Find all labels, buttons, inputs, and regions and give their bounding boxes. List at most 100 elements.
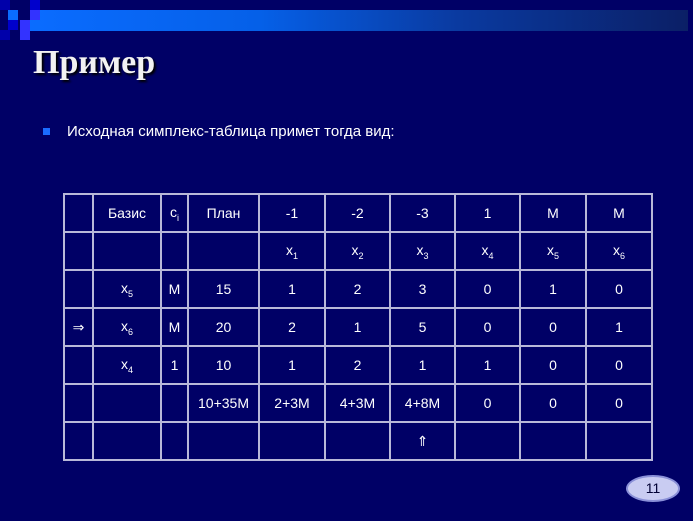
cell-text: 1 [418, 357, 427, 373]
table-cell [258, 421, 326, 461]
cell-text: 5 [418, 319, 427, 335]
table-cell: M [519, 193, 587, 233]
cell-text: M [168, 281, 181, 297]
table-cell: Базис [92, 193, 162, 233]
cell-text: x [351, 241, 359, 258]
table-cell: 4+8M [389, 383, 456, 423]
table-cell: x4 [92, 345, 162, 385]
table-cell [585, 421, 653, 461]
table-cell: x2 [324, 231, 391, 271]
table-row: ⇑ [63, 421, 653, 461]
table-cell: 2+3M [258, 383, 326, 423]
table-cell [63, 421, 94, 461]
cell-text: 0 [549, 395, 557, 411]
cell-subscript: 5 [127, 288, 133, 299]
table-cell: x5 [92, 269, 162, 309]
cell-text: 0 [549, 357, 557, 373]
cell-subscript: 6 [619, 250, 625, 261]
table-cell: ⇒ [63, 307, 94, 347]
table-row: Базис ci План -1 -2 -3 1 M M [63, 193, 653, 233]
decor-square [20, 30, 30, 40]
table-cell: План [187, 193, 260, 233]
table-cell: 1 [454, 345, 521, 385]
table-cell [187, 231, 260, 271]
table-cell: 2 [324, 269, 391, 309]
table-cell: x5 [519, 231, 587, 271]
cell-subscript: 2 [358, 250, 364, 261]
table-cell [92, 421, 162, 461]
table-cell [92, 231, 162, 271]
cell-text: 15 [215, 281, 232, 297]
cell-subscript: 6 [127, 326, 133, 337]
cell-subscript: 4 [488, 250, 494, 261]
cell-text: 1 [615, 319, 623, 335]
cell-text: x [285, 241, 293, 258]
table-cell [63, 269, 94, 309]
table-cell [454, 421, 521, 461]
decor-square [20, 20, 30, 30]
cell-text: 2+3M [274, 395, 310, 411]
table-cell: 0 [454, 269, 521, 309]
cell-text: 1 [353, 319, 362, 335]
cell-text: 0 [615, 395, 623, 411]
table-row: x5 M 15 1 2 3 0 1 0 [63, 269, 653, 309]
decor-square [8, 10, 18, 20]
table-cell: ⇑ [389, 421, 456, 461]
table-cell [519, 421, 587, 461]
cell-text: M [547, 205, 559, 221]
table-cell [187, 421, 260, 461]
table-cell: x6 [585, 231, 653, 271]
table-row: 10+35M 2+3M 4+3M 4+8M 0 0 0 [63, 383, 653, 423]
cell-text: Базис [107, 205, 147, 221]
decor-square [30, 0, 40, 10]
header-gradient-bar [30, 10, 688, 31]
cell-text: x [546, 241, 554, 258]
cell-text: 4+3M [339, 395, 376, 411]
cell-text: 0 [483, 281, 492, 297]
table-cell: 4+3M [324, 383, 391, 423]
table-cell: 1 [389, 345, 456, 385]
cell-text: 3 [418, 281, 427, 297]
cell-text: x [612, 241, 620, 258]
decor-square [0, 0, 10, 10]
page-number: 11 [626, 475, 680, 502]
slide-title: Пример [33, 44, 156, 81]
cell-text: c [170, 203, 177, 220]
table-cell: 15 [187, 269, 260, 309]
cell-text: 10 [215, 357, 232, 373]
table-cell: 0 [519, 307, 587, 347]
cell-text: -2 [351, 205, 364, 221]
table-cell: 1 [585, 307, 653, 347]
table-cell: 10+35M [187, 383, 260, 423]
cell-subscript: 5 [553, 250, 559, 261]
table-cell: x1 [258, 231, 326, 271]
cell-text: x [120, 355, 128, 372]
table-cell: -1 [258, 193, 326, 233]
table-cell: 0 [585, 383, 653, 423]
table-row: x4 1 10 1 2 1 1 0 0 [63, 345, 653, 385]
cell-text: x [120, 279, 128, 296]
cell-text: -1 [285, 205, 299, 221]
table-cell [63, 231, 94, 271]
cell-text: ⇒ [72, 318, 85, 335]
table-cell: -3 [389, 193, 456, 233]
table-cell: -2 [324, 193, 391, 233]
cell-text: x [481, 241, 489, 258]
table-cell: 0 [454, 383, 521, 423]
table-cell: 1 [454, 193, 521, 233]
table-cell: x3 [389, 231, 456, 271]
cell-text: M [168, 319, 181, 335]
cell-text: 1 [170, 357, 179, 373]
table-cell: 1 [258, 345, 326, 385]
table-cell: 0 [519, 383, 587, 423]
cell-text: 1 [483, 357, 492, 373]
table-cell: x4 [454, 231, 521, 271]
table-cell [63, 193, 94, 233]
cell-text: 2 [353, 357, 362, 373]
table-cell: 1 [258, 269, 326, 309]
cell-text: -3 [416, 205, 429, 221]
cell-subscript: 3 [423, 250, 429, 261]
cell-text: 1 [483, 205, 492, 221]
cell-subscript: i [177, 212, 179, 223]
table-cell [160, 231, 189, 271]
